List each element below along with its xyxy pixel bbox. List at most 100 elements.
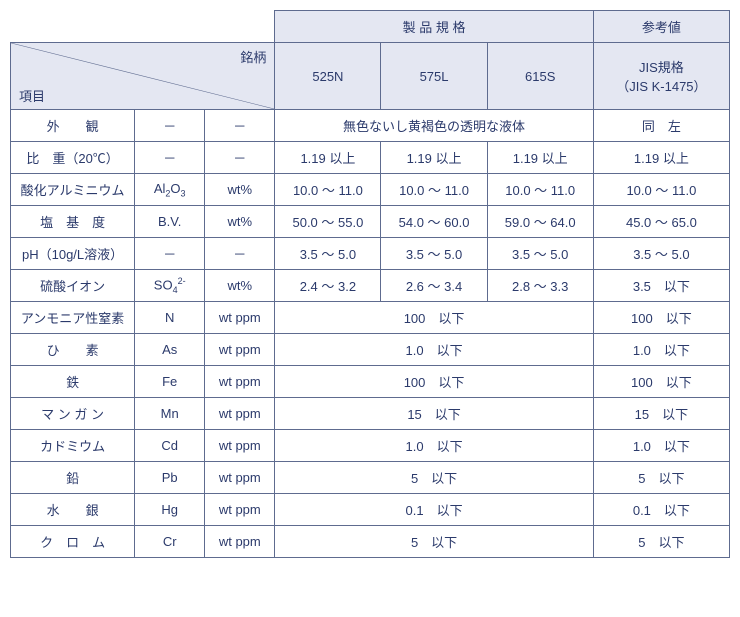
row-unit: －: [205, 110, 275, 142]
table-row: 酸化アルミニウム Al2O3 wt% 10.0 ～ 11.0 10.0 ～ 11…: [11, 174, 730, 206]
row-merged: 5 以下: [275, 462, 593, 494]
col-jis: JIS規格 （JIS K-1475）: [593, 43, 729, 110]
row-name: ク ロ ム: [11, 526, 135, 558]
row-unit: wt ppm: [205, 334, 275, 366]
table-row: 水 銀 Hg wt ppm 0.1 以下 0.1 以下: [11, 494, 730, 526]
row-sym: Al2O3: [135, 174, 205, 206]
row-unit: －: [205, 238, 275, 270]
row-name: 硫酸イオン: [11, 270, 135, 302]
row-sym: SO42-: [135, 270, 205, 302]
row-name: アンモニア性窒素: [11, 302, 135, 334]
row-name: pH（10g/L溶液）: [11, 238, 135, 270]
row-c3: 1.19 以上: [487, 142, 593, 174]
row-sym: －: [135, 238, 205, 270]
row-jis: 1.0 以下: [593, 430, 729, 462]
row-name: 鉄: [11, 366, 135, 398]
row-name: 酸化アルミニウム: [11, 174, 135, 206]
row-sym: N: [135, 302, 205, 334]
row-jis: 5 以下: [593, 526, 729, 558]
spec-table: 製 品 規 格 参考値 銘柄 項目 525N 575L 615S JIS規格 （…: [10, 10, 730, 558]
row-unit: －: [205, 142, 275, 174]
row-name: マ ン ガ ン: [11, 398, 135, 430]
row-jis: 100 以下: [593, 366, 729, 398]
col-525n: 525N: [275, 43, 381, 110]
row-merged: 1.0 以下: [275, 430, 593, 462]
row-c1: 2.4 ～ 3.2: [275, 270, 381, 302]
row-sym: As: [135, 334, 205, 366]
row-sym: －: [135, 110, 205, 142]
row-unit: wt%: [205, 270, 275, 302]
diag-header: 銘柄 項目: [11, 43, 275, 110]
row-sym: Pb: [135, 462, 205, 494]
row-merged: 1.0 以下: [275, 334, 593, 366]
row-merged: 100 以下: [275, 302, 593, 334]
row-sym: Hg: [135, 494, 205, 526]
table-row: アンモニア性窒素 N wt ppm 100 以下 100 以下: [11, 302, 730, 334]
row-merged: 5 以下: [275, 526, 593, 558]
row-c1: 1.19 以上: [275, 142, 381, 174]
row-sym: －: [135, 142, 205, 174]
jis-line2: （JIS K-1475）: [616, 79, 706, 94]
col-575l: 575L: [381, 43, 487, 110]
row-jis: 同 左: [593, 110, 729, 142]
row-jis: 1.0 以下: [593, 334, 729, 366]
brand-label: 銘柄: [240, 47, 266, 66]
table-row: 塩 基 度 B.V. wt% 50.0 ～ 55.0 54.0 ～ 60.0 5…: [11, 206, 730, 238]
row-merged: 15 以下: [275, 398, 593, 430]
row-c1: 3.5 ～ 5.0: [275, 238, 381, 270]
row-sym: Fe: [135, 366, 205, 398]
table-row: 鉄 Fe wt ppm 100 以下 100 以下: [11, 366, 730, 398]
row-c3: 2.8 ～ 3.3: [487, 270, 593, 302]
row-sym: Mn: [135, 398, 205, 430]
row-jis: 0.1 以下: [593, 494, 729, 526]
row-unit: wt ppm: [205, 430, 275, 462]
row-name: ひ 素: [11, 334, 135, 366]
row-jis: 1.19 以上: [593, 142, 729, 174]
table-row: 外 観 － － 無色ないし黄褐色の透明な液体 同 左: [11, 110, 730, 142]
row-unit: wt%: [205, 174, 275, 206]
row-merged: 無色ないし黄褐色の透明な液体: [275, 110, 593, 142]
row-c3: 10.0 ～ 11.0: [487, 174, 593, 206]
row-name: 水 銀: [11, 494, 135, 526]
header-row-2: 銘柄 項目 525N 575L 615S JIS規格 （JIS K-1475）: [11, 43, 730, 110]
table-row: 比 重（20℃） － － 1.19 以上 1.19 以上 1.19 以上 1.1…: [11, 142, 730, 174]
row-merged: 0.1 以下: [275, 494, 593, 526]
row-c2: 1.19 以上: [381, 142, 487, 174]
row-c1: 50.0 ～ 55.0: [275, 206, 381, 238]
row-sym: Cr: [135, 526, 205, 558]
table-row: 鉛 Pb wt ppm 5 以下 5 以下: [11, 462, 730, 494]
col-615s: 615S: [487, 43, 593, 110]
row-jis: 10.0 ～ 11.0: [593, 174, 729, 206]
row-merged: 100 以下: [275, 366, 593, 398]
col-group-ref: 参考値: [593, 11, 729, 43]
row-c3: 3.5 ～ 5.0: [487, 238, 593, 270]
row-unit: wt ppm: [205, 366, 275, 398]
row-sym: Cd: [135, 430, 205, 462]
row-unit: wt ppm: [205, 302, 275, 334]
row-sym: B.V.: [135, 206, 205, 238]
row-unit: wt ppm: [205, 462, 275, 494]
table-row: マ ン ガ ン Mn wt ppm 15 以下 15 以下: [11, 398, 730, 430]
row-name: 外 観: [11, 110, 135, 142]
col-group-spec: 製 品 規 格: [275, 11, 593, 43]
row-unit: wt ppm: [205, 398, 275, 430]
item-label: 項目: [19, 86, 45, 105]
blank-corner: [11, 11, 275, 43]
row-unit: wt ppm: [205, 494, 275, 526]
row-c2: 54.0 ～ 60.0: [381, 206, 487, 238]
row-name: カドミウム: [11, 430, 135, 462]
row-jis: 3.5 以下: [593, 270, 729, 302]
row-c2: 3.5 ～ 5.0: [381, 238, 487, 270]
row-unit: wt%: [205, 206, 275, 238]
table-row: 硫酸イオン SO42- wt% 2.4 ～ 3.2 2.6 ～ 3.4 2.8 …: [11, 270, 730, 302]
row-jis: 45.0 ～ 65.0: [593, 206, 729, 238]
row-name: 比 重（20℃）: [11, 142, 135, 174]
row-jis: 15 以下: [593, 398, 729, 430]
table-row: ひ 素 As wt ppm 1.0 以下 1.0 以下: [11, 334, 730, 366]
row-c2: 10.0 ～ 11.0: [381, 174, 487, 206]
row-name: 塩 基 度: [11, 206, 135, 238]
jis-line1: JIS規格: [639, 60, 684, 75]
table-row: pH（10g/L溶液） － － 3.5 ～ 5.0 3.5 ～ 5.0 3.5 …: [11, 238, 730, 270]
header-row-1: 製 品 規 格 参考値: [11, 11, 730, 43]
row-jis: 3.5 ～ 5.0: [593, 238, 729, 270]
